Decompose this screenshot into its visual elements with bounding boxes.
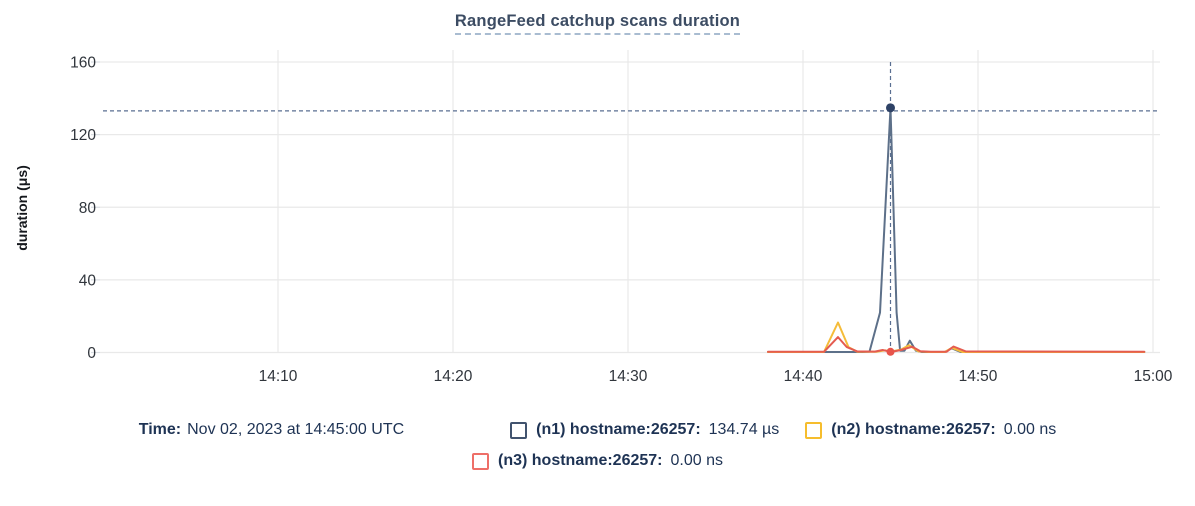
chart-plot-area[interactable]: 0 40 80 120 160 14:10 14:20 14:30 14:40 14:50 15:0… <box>0 0 1195 400</box>
crosshair <box>103 62 1157 353</box>
y-axis-label: duration (μs) <box>14 165 30 251</box>
chart-header: RangeFeed catchup scans duration <box>0 12 1195 35</box>
legend-item-n3: (n3) hostname:26257: 0.00 ns <box>472 452 723 470</box>
legend-item-n3-label: (n3) hostname:26257: <box>498 452 663 469</box>
legend-item-n1-label: (n1) hostname:26257: <box>536 421 701 438</box>
svg-text:80: 80 <box>79 200 97 217</box>
gridlines <box>91 50 1160 354</box>
series-n1-swatch-icon <box>510 421 528 439</box>
legend-row-1: Time: Nov 02, 2023 at 14:45:00 UTC (n1) h… <box>139 421 1056 439</box>
svg-text:0: 0 <box>87 345 96 362</box>
legend-item-n3-value: 0.00 ns <box>670 452 723 469</box>
legend-time-value: Nov 02, 2023 at 14:45:00 UTC <box>187 421 405 438</box>
svg-text:14:10: 14:10 <box>259 368 298 385</box>
legend-item-n2-label: (n2) hostname:26257: <box>831 421 996 438</box>
svg-text:40: 40 <box>79 272 97 289</box>
svg-text:14:20: 14:20 <box>434 368 473 385</box>
legend-item-n1-value: 134.74 µs <box>708 421 780 438</box>
chart-legend: Time: Nov 02, 2023 at 14:45:00 UTC (n1) h… <box>0 421 1195 470</box>
highlight-dot-n3 <box>886 347 895 356</box>
legend-item-n2: (n2) hostname:26257: 0.00 ns <box>805 421 1056 439</box>
series-n3-swatch-icon <box>472 452 489 470</box>
svg-text:14:40: 14:40 <box>784 368 823 385</box>
chart-title[interactable]: RangeFeed catchup scans duration <box>454 12 741 35</box>
legend-item-n2-value: 0.00 ns <box>1003 421 1057 438</box>
highlight-dot-n1 <box>886 103 895 113</box>
legend-time: Time: Nov 02, 2023 at 14:45:00 UTC <box>139 421 404 439</box>
legend-item-n1: (n1) hostname:26257: 134.74 µs <box>510 421 779 439</box>
series-n2-swatch-icon <box>805 421 823 439</box>
legend-row-2: (n3) hostname:26257: 0.00 ns <box>472 452 723 470</box>
svg-text:14:30: 14:30 <box>609 368 648 385</box>
svg-text:15:00: 15:00 <box>1134 368 1173 385</box>
svg-text:160: 160 <box>70 55 96 72</box>
x-tick-labels: 14:10 14:20 14:30 14:40 14:50 15:00 <box>259 368 1173 385</box>
svg-text:120: 120 <box>70 127 96 144</box>
svg-text:14:50: 14:50 <box>959 368 998 385</box>
legend-time-label: Time: <box>138 421 182 438</box>
series-line-n1 <box>767 106 1146 353</box>
y-tick-labels: 0 40 80 120 160 <box>70 55 96 362</box>
